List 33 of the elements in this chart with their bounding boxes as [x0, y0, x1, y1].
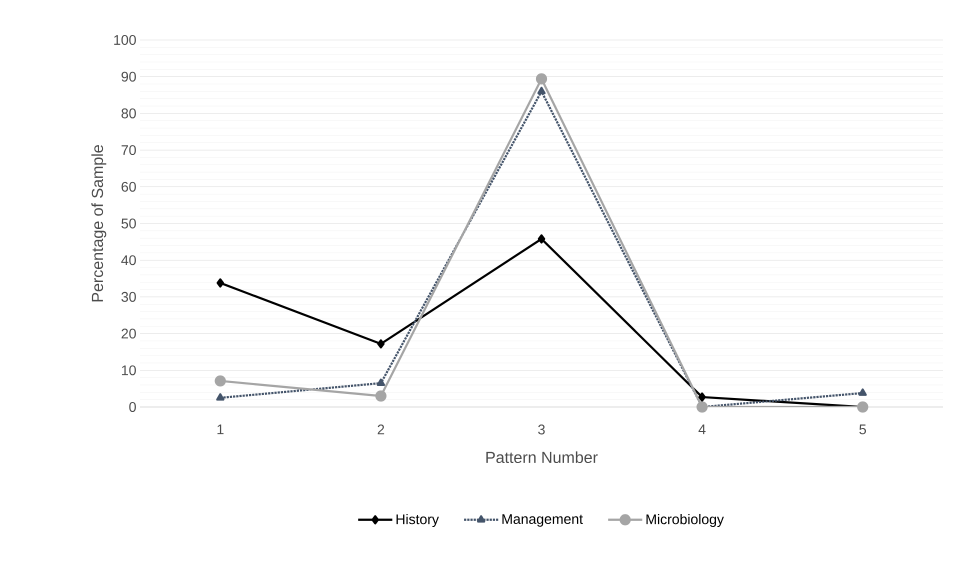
point: [537, 86, 546, 94]
point: [698, 392, 706, 402]
y-tick-label: 90: [122, 72, 136, 82]
x-tick-label: 5: [859, 424, 866, 434]
y-tick-label: 40: [121, 255, 136, 266]
y-tick-label: 80: [122, 108, 136, 118]
point: [214, 375, 226, 387]
legend-label: Microbiology: [646, 514, 724, 528]
x-axis-title: Pattern Number: [486, 451, 598, 464]
point: [375, 390, 387, 402]
x-tick-label: 2: [378, 424, 384, 434]
point: [216, 393, 224, 401]
y-tick-label: 70: [122, 145, 136, 156]
x-tick-label: 1: [217, 424, 224, 434]
y-tick-label: 10: [122, 365, 136, 376]
point: [377, 339, 385, 348]
y-tick-label: 0: [129, 402, 136, 412]
y-tick-label: 60: [122, 182, 136, 192]
legend-label: Management: [502, 514, 583, 527]
legend-label: History: [396, 514, 439, 528]
point: [376, 378, 386, 386]
y-tick-label: 50: [121, 218, 136, 228]
point: [536, 73, 548, 84]
y-tick-label: 20: [122, 328, 136, 339]
point: [216, 278, 224, 288]
y-tick-label: 100: [114, 35, 136, 45]
point: [858, 388, 867, 396]
point: [538, 234, 546, 244]
point: [696, 401, 708, 413]
x-tick-label: 3: [538, 424, 545, 434]
y-tick-label: 30: [121, 292, 136, 302]
x-tick-label: 4: [698, 424, 706, 434]
y-axis-title: Percentage of Sample: [91, 145, 106, 302]
